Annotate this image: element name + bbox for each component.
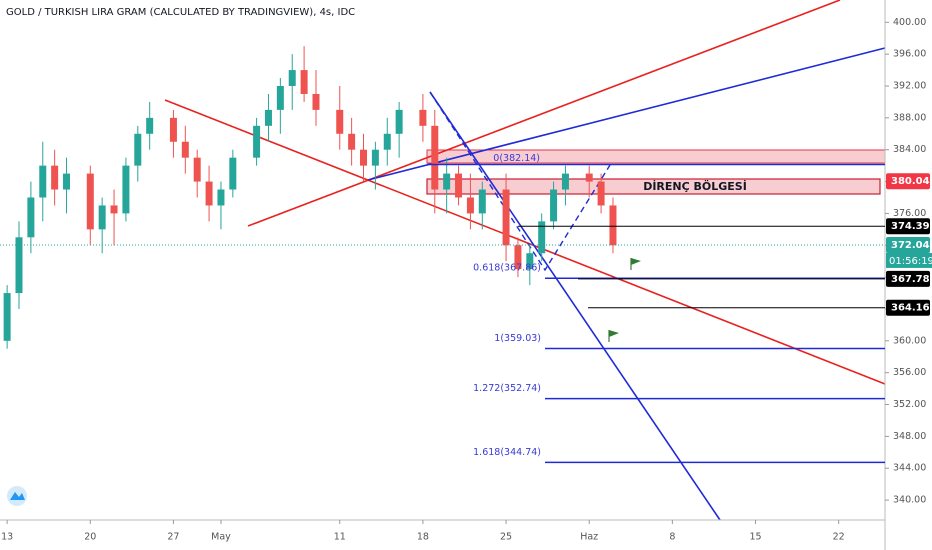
resistance-zone (426, 178, 881, 195)
candle-body (110, 205, 118, 214)
candle-body (51, 165, 59, 190)
trend-line (429, 91, 721, 521)
price-tag (886, 236, 930, 253)
price-tag-label: 372.04 (891, 240, 930, 251)
x-tick-label: 27 (167, 532, 179, 543)
x-tick-label: 25 (500, 532, 512, 543)
candle-body (431, 125, 439, 190)
y-tick-label: 376.00 (893, 208, 926, 219)
candle-body (169, 117, 177, 142)
trend-line (367, 47, 886, 181)
y-tick-label: 340.00 (893, 495, 926, 506)
candle-body (466, 197, 474, 214)
countdown-tag (886, 252, 932, 268)
candle-body (98, 205, 106, 230)
candle-body (419, 109, 427, 126)
flag (630, 258, 641, 270)
fib-label: 1.272(352.74) (473, 383, 541, 394)
candle-body (205, 181, 213, 206)
candle-body (597, 181, 605, 206)
y-tick-label: 348.00 (893, 431, 926, 442)
y-tick-label: 392.00 (893, 81, 926, 92)
candle-body (312, 93, 320, 110)
y-tick-label: 360.00 (893, 335, 926, 346)
y-tick-label: 344.00 (893, 463, 926, 474)
price-tag-label: 380.04 (891, 176, 930, 187)
candle-body (146, 117, 154, 134)
price-tag (886, 218, 930, 235)
dashed-path (429, 91, 611, 272)
zone-label: DİRENÇ BÖLGESİ (643, 179, 747, 193)
y-tick-label: 400.00 (893, 17, 926, 28)
candle-body (86, 173, 94, 230)
candle-body (550, 189, 558, 222)
chart-title: GOLD / TURKISH LIRA GRAM (CALCULATED BY … (6, 7, 355, 18)
candle-body (15, 237, 23, 294)
x-tick-label: 11 (334, 532, 346, 543)
candle-body (336, 109, 344, 134)
candle-body (514, 245, 522, 270)
candle-body (538, 221, 546, 254)
candle-body (276, 86, 284, 110)
y-tick-label: 384.00 (893, 144, 926, 155)
x-tick-label: 13 (1, 532, 13, 543)
candle-body (395, 109, 403, 134)
fib-label: 0.618(367.86) (473, 263, 541, 274)
candle-body (134, 133, 142, 166)
countdown: 01:56:19 (889, 256, 932, 267)
x-tick-label: 18 (417, 532, 429, 543)
candle-body (561, 173, 569, 190)
x-tick-label: 15 (749, 532, 761, 543)
candle-body (122, 165, 130, 214)
candle-body (443, 173, 451, 190)
fib-label: 1(359.03) (494, 333, 541, 344)
candle-body (360, 149, 368, 166)
candle-body (585, 173, 593, 182)
candle-body (39, 165, 47, 198)
price-tag-label: 364.16 (891, 303, 930, 314)
candle-body (253, 125, 261, 158)
candle-body (27, 197, 35, 238)
candle-body (193, 157, 201, 182)
y-tick-label: 396.00 (893, 49, 926, 60)
x-tick-label: 8 (669, 532, 675, 543)
candle-body (300, 70, 308, 94)
trend-line (247, 0, 841, 227)
logo (7, 486, 27, 506)
trend-line (164, 99, 886, 385)
candle-body (217, 189, 225, 206)
candle-body (502, 189, 510, 246)
candle-body (609, 205, 617, 246)
price-tag (886, 299, 930, 316)
y-tick-label: 352.00 (893, 399, 926, 410)
candle-body (383, 133, 391, 150)
candle-body (348, 133, 356, 150)
candle-body (526, 253, 534, 270)
price-tag (886, 270, 930, 287)
fib-label: 1.618(344.74) (473, 447, 541, 458)
candle-body (455, 173, 463, 198)
price-tag (886, 173, 930, 190)
x-tick-label: 22 (833, 532, 845, 543)
candle-body (3, 293, 11, 341)
candle-body (264, 109, 272, 126)
price-tag-label: 374.39 (891, 221, 930, 232)
candle-body (288, 70, 296, 87)
candle-body (371, 149, 379, 166)
flag (608, 330, 619, 342)
candle-body (63, 173, 71, 190)
y-tick-label: 356.00 (893, 367, 926, 378)
x-tick-label: 20 (84, 532, 96, 543)
candle-body (181, 141, 189, 158)
x-tick-label: Haz (580, 532, 598, 543)
y-tick-label: 388.00 (893, 112, 926, 123)
price-tag-label: 367.78 (891, 274, 930, 285)
candle-body (229, 157, 237, 190)
candle-body (478, 189, 486, 214)
fib-label: 0(382.14) (493, 153, 540, 164)
x-tick-label: May (211, 532, 231, 543)
